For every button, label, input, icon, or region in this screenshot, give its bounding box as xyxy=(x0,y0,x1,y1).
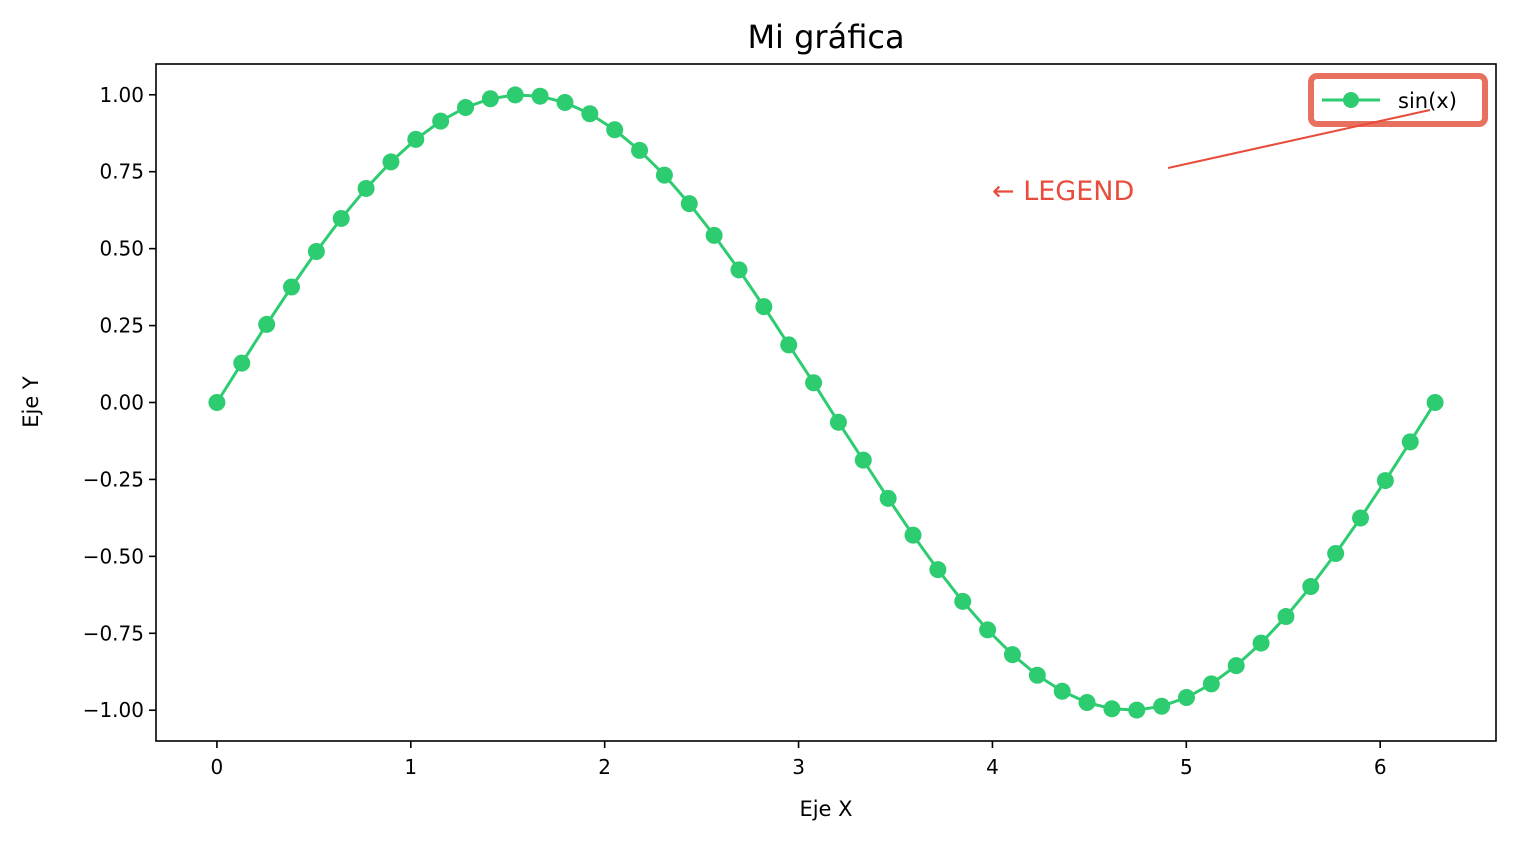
legend: sin(x) xyxy=(1308,73,1488,127)
data-point xyxy=(1177,689,1195,707)
data-point xyxy=(1202,675,1220,693)
data-point xyxy=(606,121,624,139)
data-point xyxy=(1003,646,1021,664)
data-point xyxy=(1426,394,1444,411)
data-point xyxy=(755,298,773,316)
data-point xyxy=(307,243,325,260)
y-tick-label: −0.75 xyxy=(83,621,144,645)
data-point xyxy=(979,621,997,639)
data-point xyxy=(879,489,897,507)
data-point xyxy=(1302,578,1320,596)
data-point xyxy=(631,141,649,159)
data-point xyxy=(730,261,748,279)
series-layer xyxy=(208,86,1444,719)
data-point xyxy=(929,561,947,579)
data-point xyxy=(1277,608,1295,626)
data-point xyxy=(556,94,574,111)
data-point xyxy=(805,374,823,392)
chart-title: Mi gráfica xyxy=(747,18,904,56)
x-tick-label: 5 xyxy=(1180,755,1193,779)
data-point xyxy=(1252,634,1270,652)
data-point xyxy=(1327,545,1345,562)
y-tick-label: −0.50 xyxy=(83,544,144,568)
data-point xyxy=(432,112,450,130)
data-point xyxy=(407,130,425,148)
data-point xyxy=(1128,701,1146,719)
data-point xyxy=(954,592,972,610)
data-point xyxy=(1153,697,1171,715)
data-point xyxy=(854,451,872,469)
x-tick-label: 0 xyxy=(211,755,224,779)
annotation-arrow xyxy=(1167,109,1431,169)
data-point xyxy=(481,90,499,108)
y-tick-label: 1.00 xyxy=(99,83,144,107)
data-point xyxy=(705,226,723,244)
data-point xyxy=(680,195,698,213)
data-point xyxy=(1352,509,1370,527)
data-point xyxy=(780,336,798,354)
data-point xyxy=(457,98,475,116)
y-tick-label: 0.75 xyxy=(99,160,144,184)
data-point xyxy=(332,209,350,227)
data-point xyxy=(904,526,922,544)
y-tick-label: 0.50 xyxy=(99,237,144,261)
y-tick-label: 0.25 xyxy=(99,314,144,338)
data-point xyxy=(1028,666,1046,684)
data-point xyxy=(382,153,400,171)
legend-label: sin(x) xyxy=(1398,89,1457,113)
data-point xyxy=(1401,433,1419,451)
data-point xyxy=(531,87,549,105)
y-tick-label: 0.00 xyxy=(99,391,144,415)
data-point xyxy=(506,86,524,104)
legend-circle-marker xyxy=(1343,92,1359,108)
data-point xyxy=(258,315,276,333)
data-point xyxy=(1227,657,1245,675)
data-point xyxy=(208,394,226,411)
data-point xyxy=(1103,700,1121,718)
data-point xyxy=(1053,682,1071,700)
data-point xyxy=(233,354,251,372)
annotation-text: ← LEGEND xyxy=(992,176,1134,207)
y-axis-label: Eje Y xyxy=(19,376,43,428)
data-point xyxy=(829,413,847,431)
data-point xyxy=(283,278,300,296)
x-tick-label: 1 xyxy=(404,755,417,779)
x-tick-label: 4 xyxy=(986,755,999,779)
data-point xyxy=(1078,694,1096,711)
data-point xyxy=(357,179,375,197)
legend-box xyxy=(1308,73,1488,127)
y-tick-label: −0.25 xyxy=(83,467,144,491)
x-axis-label: Eje X xyxy=(799,797,852,821)
data-point xyxy=(581,105,599,123)
legend-annotation: ← LEGEND xyxy=(992,109,1431,207)
y-tick-label: −1.00 xyxy=(83,698,144,722)
data-point xyxy=(1376,472,1394,490)
x-tick-label: 2 xyxy=(598,755,611,779)
x-tick-label: 6 xyxy=(1374,755,1387,779)
x-tick-label: 3 xyxy=(792,755,805,779)
data-point xyxy=(655,166,673,184)
x-axis-ticks: 0 1 2 3 4 5 6 xyxy=(211,741,1387,779)
y-axis-ticks: 1.00 0.75 0.50 0.25 0.00 −0.25 −0.50 −0.75 −1.00 xyxy=(83,83,156,722)
